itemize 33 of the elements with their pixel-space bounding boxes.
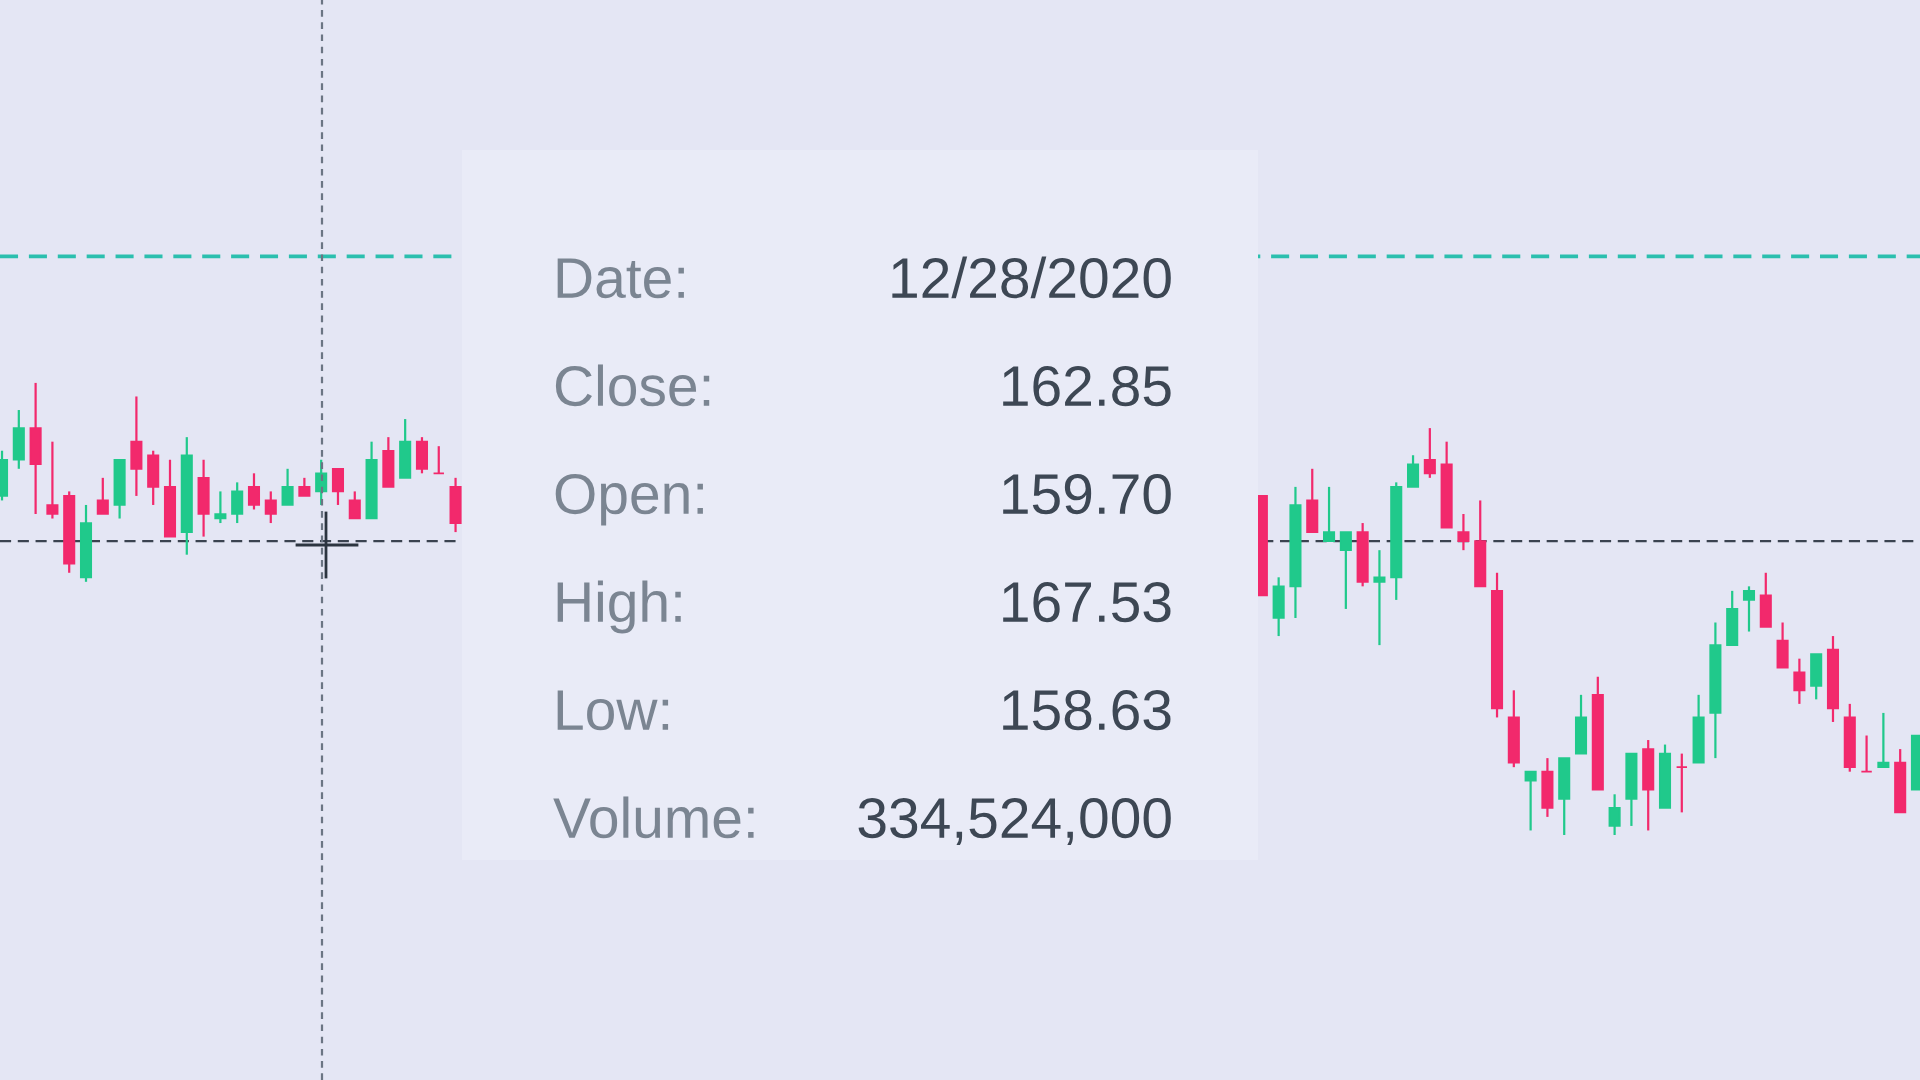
annotation: 167.53: [1003, 581, 1171, 623]
annotation: 162.85: [1003, 365, 1171, 407]
candlestick: [1742, 585, 1756, 633]
annotation: Low:: [557, 690, 669, 731]
candlestick: [1793, 657, 1806, 705]
candlestick: [96, 476, 109, 516]
candlestick: [1423, 427, 1436, 479]
candlestick: [1675, 752, 1688, 814]
candlestick: [1406, 454, 1420, 488]
candlestick: [1457, 512, 1470, 552]
annotation: 334,524,000: [858, 797, 1171, 846]
candlestick: [214, 490, 227, 525]
candlestick: [247, 472, 261, 511]
candlestick: [264, 490, 277, 525]
candlestick: [1608, 793, 1621, 837]
text: Date:: [557, 258, 684, 299]
candlestick: [1339, 530, 1352, 611]
candlestick: [432, 445, 445, 475]
candlestick: [281, 467, 294, 507]
candlestick: [1860, 734, 1873, 773]
text: 12/28/2020: [892, 256, 1171, 299]
candlestick: [1877, 711, 1890, 769]
annotation: Open:: [555, 473, 703, 526]
candlestick: [1323, 485, 1336, 543]
candlestick: [231, 481, 244, 525]
annotation: Volume:: [553, 796, 754, 839]
candlestick: [1524, 770, 1537, 832]
annotation: 159.70: [1003, 473, 1171, 515]
annotation: Close:: [555, 364, 710, 407]
candlestick: [46, 440, 59, 520]
annotation: High:: [557, 580, 681, 634]
candlestick: [1373, 549, 1386, 647]
annotation: 158.63: [1003, 689, 1171, 731]
